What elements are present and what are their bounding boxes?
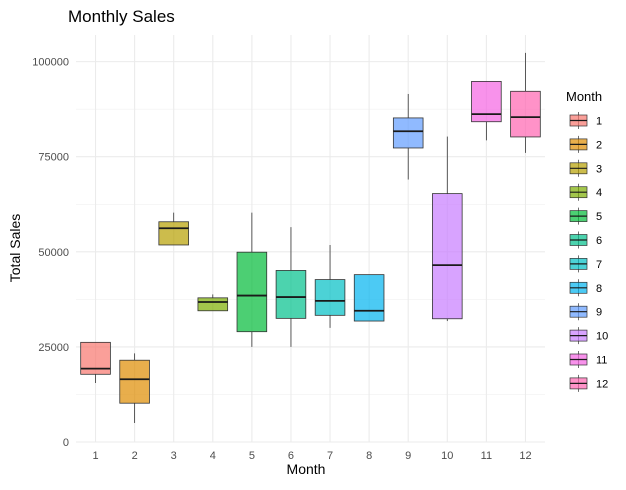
legend-label: 2 — [596, 139, 602, 151]
y-tick-label: 100000 — [32, 57, 69, 69]
legend-item-2: 2 — [569, 135, 602, 153]
box-iqr — [236, 251, 268, 333]
box-month-10 — [432, 136, 463, 322]
x-tick-label: 12 — [519, 450, 531, 462]
legend-item-10: 10 — [569, 327, 608, 345]
legend-label: 12 — [596, 378, 608, 390]
legend-item-3: 3 — [569, 159, 602, 177]
x-tick-label: 10 — [441, 450, 453, 462]
x-tick-label: 8 — [366, 450, 372, 462]
box-month-12 — [510, 52, 541, 153]
box-iqr — [392, 117, 424, 149]
y-axis-label: Total Sales — [7, 214, 23, 282]
legend-label: 10 — [596, 331, 608, 343]
box-iqr — [119, 359, 150, 404]
legend-label: 5 — [596, 211, 602, 223]
legend-item-1: 1 — [569, 112, 602, 129]
box-month-8 — [353, 274, 385, 322]
legend-label: 4 — [596, 187, 602, 199]
box-month-4 — [197, 294, 229, 312]
legend-label: 7 — [596, 259, 602, 271]
x-tick-label: 5 — [249, 450, 255, 462]
box-month-1 — [80, 341, 111, 384]
box-iqr — [432, 193, 463, 320]
box-iqr — [314, 279, 346, 316]
legend-label: 1 — [596, 116, 602, 128]
box-iqr — [197, 297, 229, 312]
box-month-7 — [314, 244, 346, 328]
legend-label: 8 — [596, 283, 602, 295]
legend-item-12: 12 — [569, 374, 608, 392]
box-iqr — [510, 90, 541, 138]
y-tick-label: 75000 — [38, 152, 69, 164]
legend-label: 6 — [596, 235, 602, 247]
legend-title: Month — [566, 89, 602, 104]
legend-label: 9 — [596, 307, 602, 319]
x-tick-label: 9 — [405, 450, 411, 462]
x-tick-label: 4 — [210, 450, 216, 462]
y-tick-label: 50000 — [38, 247, 69, 259]
x-tick-label: 2 — [132, 450, 138, 462]
box-month-3 — [158, 212, 189, 246]
box-iqr — [80, 341, 111, 375]
x-tick-label: 6 — [288, 450, 294, 462]
legend-label: 11 — [596, 355, 607, 367]
legend-item-7: 7 — [569, 255, 602, 273]
box-month-5 — [236, 212, 268, 347]
chart-title: Monthly Sales — [68, 7, 175, 26]
box-iqr — [353, 274, 385, 322]
box-month-6 — [275, 227, 307, 347]
box-month-2 — [119, 353, 150, 423]
box-month-11 — [471, 81, 502, 141]
y-tick-label: 0 — [63, 437, 69, 449]
legend-item-11: 11 — [569, 351, 607, 368]
box-month-9 — [392, 93, 424, 180]
x-tick-label: 11 — [481, 450, 492, 462]
legend-item-8: 8 — [569, 279, 602, 297]
x-tick-label: 7 — [327, 450, 333, 462]
legend-item-6: 6 — [569, 231, 602, 249]
box-iqr — [471, 81, 502, 123]
legend-item-9: 9 — [569, 303, 602, 321]
boxes — [80, 52, 541, 423]
x-tick-label: 1 — [92, 450, 98, 462]
legend-item-5: 5 — [569, 207, 602, 225]
legend-label: 3 — [596, 163, 602, 175]
box-iqr — [158, 221, 189, 246]
y-tick-label: 25000 — [38, 342, 69, 354]
x-axis-label: Month — [287, 461, 326, 477]
legend-item-4: 4 — [569, 183, 602, 201]
box-iqr — [275, 270, 307, 319]
x-tick-label: 3 — [171, 450, 177, 462]
